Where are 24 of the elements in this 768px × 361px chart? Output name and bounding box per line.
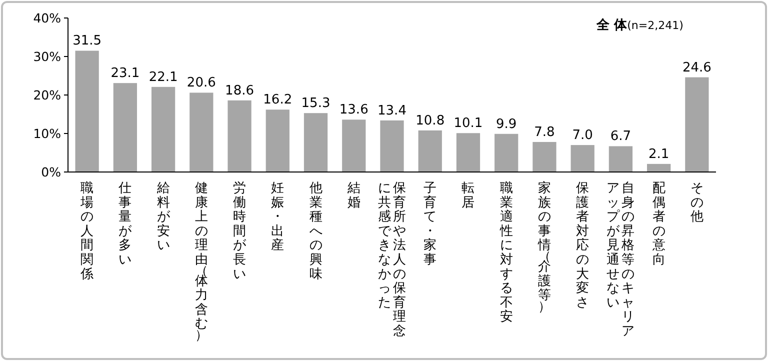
data-label: 31.5 xyxy=(72,34,102,49)
data-label: 7.0 xyxy=(572,128,593,144)
data-label: 16.2 xyxy=(263,92,292,108)
y-tick-label: 40% xyxy=(33,10,62,26)
data-label: 20.6 xyxy=(186,76,216,91)
chart-subtitle: (n=2,241) xyxy=(627,19,684,32)
data-label: 10.8 xyxy=(416,113,445,128)
data-label: 10.1 xyxy=(454,116,483,132)
data-label: 23.1 xyxy=(110,66,140,82)
data-label: 13.4 xyxy=(378,103,406,118)
y-tick-label: 10% xyxy=(33,126,62,141)
data-label: 22.1 xyxy=(148,70,178,85)
data-label: 2.1 xyxy=(648,146,670,162)
data-label: 7.8 xyxy=(534,124,555,140)
y-tick-label: 20% xyxy=(33,88,62,102)
data-label: 15.3 xyxy=(301,96,330,112)
data-label: 24.6 xyxy=(682,60,712,76)
data-label: 6.7 xyxy=(610,129,632,144)
y-tick-label: 30% xyxy=(33,49,62,64)
chart-title: 全 体 xyxy=(596,18,628,33)
data-label: 18.6 xyxy=(225,83,254,98)
data-label: 13.6 xyxy=(339,102,368,118)
data-label: 9.9 xyxy=(496,116,517,132)
y-tick-label: 0% xyxy=(41,164,62,180)
